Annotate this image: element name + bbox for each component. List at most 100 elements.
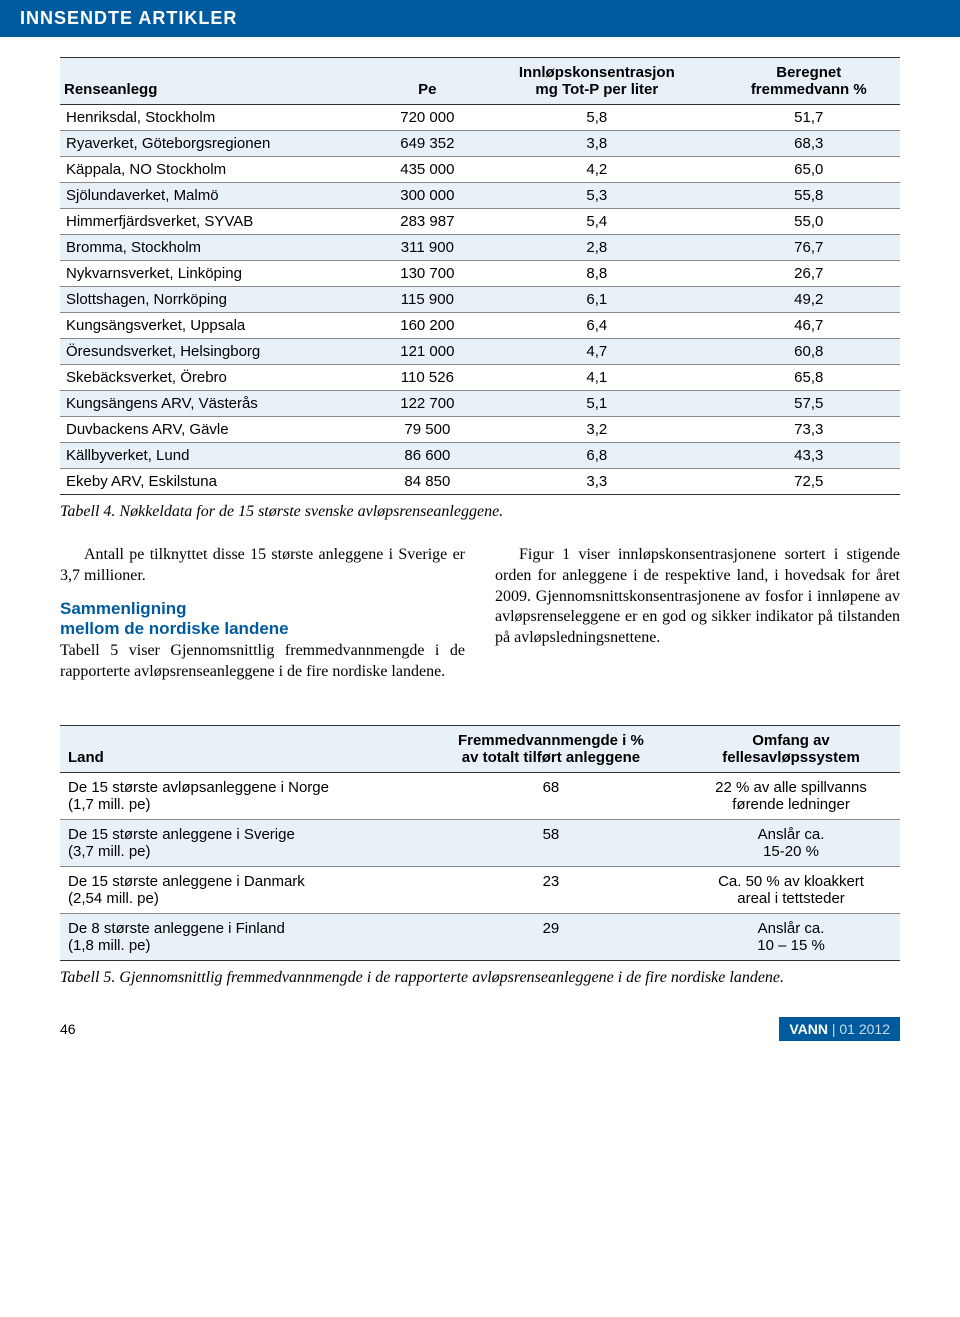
- table-row: Skebäcksverket, Örebro110 5264,165,8: [60, 365, 900, 391]
- table-5-head: Land Fremmedvannmengde i % av totalt til…: [60, 725, 900, 772]
- table-row: Kungsängsverket, Uppsala160 2006,446,7: [60, 313, 900, 339]
- table-cell: 43,3: [718, 443, 901, 469]
- table-row: De 15 største anleggene i Sverige (3,7 m…: [60, 819, 900, 866]
- table-cell: 79 500: [379, 417, 477, 443]
- table-cell: Källbyverket, Lund: [60, 443, 379, 469]
- table-cell: Ryaverket, Göteborgsregionen: [60, 131, 379, 157]
- left-para-2: Tabell 5 viser Gjennomsnittlig fremmed­v…: [60, 641, 465, 683]
- table-cell: 84 850: [379, 469, 477, 495]
- table-cell: 121 000: [379, 339, 477, 365]
- page-footer: 46 VANN | 01 2012: [60, 1017, 900, 1041]
- table-cell: 22 % av alle spillvanns­ førende ledning…: [682, 772, 900, 819]
- table-cell: 122 700: [379, 391, 477, 417]
- footer-journal: VANN: [789, 1021, 828, 1037]
- table-cell: 57,5: [718, 391, 901, 417]
- right-para-1: Figur 1 viser innløpskonsentrasjone­ne s…: [495, 545, 900, 649]
- page-header: INNSENDTE ARTIKLER: [0, 0, 960, 37]
- table-5-body: De 15 største avløpsanleggene i Norge (1…: [60, 772, 900, 960]
- table-cell: Kungsängsverket, Uppsala: [60, 313, 379, 339]
- table-row: Kungsängens ARV, Västerås122 7005,157,5: [60, 391, 900, 417]
- two-column-text: Antall pe tilknyttet disse 15 største an…: [60, 545, 900, 695]
- table-row: Bromma, Stockholm311 9002,876,7: [60, 235, 900, 261]
- table-cell: 649 352: [379, 131, 477, 157]
- table-cell: 60,8: [718, 339, 901, 365]
- table-cell: Anslår ca. 15-20 %: [682, 819, 900, 866]
- table-row: Källbyverket, Lund86 6006,843,3: [60, 443, 900, 469]
- table-cell: 6,1: [476, 287, 717, 313]
- table-4-body: Henriksdal, Stockholm720 0005,851,7Ryave…: [60, 105, 900, 495]
- table-cell: 110 526: [379, 365, 477, 391]
- table-row: Sjölundaverket, Malmö300 0005,355,8: [60, 183, 900, 209]
- table-row: Slottshagen, Norrköping115 9006,149,2: [60, 287, 900, 313]
- table-cell: 68,3: [718, 131, 901, 157]
- table-row: Henriksdal, Stockholm720 0005,851,7: [60, 105, 900, 131]
- table-cell: Nykvarnsverket, Linköping: [60, 261, 379, 287]
- table-cell: 3,2: [476, 417, 717, 443]
- table-cell: 65,8: [718, 365, 901, 391]
- table-cell: 4,2: [476, 157, 717, 183]
- table-row: Ekeby ARV, Eskilstuna84 8503,372,5: [60, 469, 900, 495]
- table-cell: Kungsängens ARV, Västerås: [60, 391, 379, 417]
- table-cell: 300 000: [379, 183, 477, 209]
- table-cell: Henriksdal, Stockholm: [60, 105, 379, 131]
- table-cell: 5,1: [476, 391, 717, 417]
- table-cell: Käppala, NO Stockholm: [60, 157, 379, 183]
- page-number: 46: [60, 1021, 76, 1037]
- table-cell: Ekeby ARV, Eskilstuna: [60, 469, 379, 495]
- table-cell: Öresundsverket, Helsingborg: [60, 339, 379, 365]
- table-row: Himmerfjärdsverket, SYVAB283 9875,455,0: [60, 209, 900, 235]
- table-cell: 311 900: [379, 235, 477, 261]
- table-cell: 8,8: [476, 261, 717, 287]
- table-cell: 26,7: [718, 261, 901, 287]
- table-cell: 72,5: [718, 469, 901, 495]
- table-cell: Anslår ca. 10 – 15 %: [682, 913, 900, 960]
- table-cell: 68: [420, 772, 682, 819]
- left-para-1: Antall pe tilknyttet disse 15 største an…: [60, 545, 465, 587]
- table-cell: 283 987: [379, 209, 477, 235]
- table-row: Nykvarnsverket, Linköping130 7008,826,7: [60, 261, 900, 287]
- table-cell: 3,8: [476, 131, 717, 157]
- t5-col-1: Fremmedvannmengde i % av totalt tilført …: [420, 725, 682, 772]
- footer-journal-box: VANN | 01 2012: [779, 1017, 900, 1041]
- table-cell: 6,8: [476, 443, 717, 469]
- t4-col-0: Renseanlegg: [60, 58, 379, 105]
- t4-col-2: Innløpskonsentrasjon mg Tot-P per liter: [476, 58, 717, 105]
- table-row: Käppala, NO Stockholm435 0004,265,0: [60, 157, 900, 183]
- t4-col-1: Pe: [379, 58, 477, 105]
- table-cell: 86 600: [379, 443, 477, 469]
- table-row: De 15 største avløpsanleggene i Norge (1…: [60, 772, 900, 819]
- table-cell: De 15 største anleggene i Sverige (3,7 m…: [60, 819, 420, 866]
- table-row: Duvbackens ARV, Gävle79 5003,273,3: [60, 417, 900, 443]
- table-cell: 46,7: [718, 313, 901, 339]
- table-cell: Sjölundaverket, Malmö: [60, 183, 379, 209]
- table-cell: Himmerfjärdsverket, SYVAB: [60, 209, 379, 235]
- table-cell: 5,8: [476, 105, 717, 131]
- table-cell: De 8 største anleggene i Finland (1,8 mi…: [60, 913, 420, 960]
- table-cell: 4,7: [476, 339, 717, 365]
- t5-col-0: Land: [60, 725, 420, 772]
- table-cell: 130 700: [379, 261, 477, 287]
- table-cell: 4,1: [476, 365, 717, 391]
- table-cell: 115 900: [379, 287, 477, 313]
- table-5: Land Fremmedvannmengde i % av totalt til…: [60, 725, 900, 961]
- table-4: Renseanlegg Pe Innløpskonsentrasjon mg T…: [60, 57, 900, 495]
- t4-col-3: Beregnet fremmedvann %: [718, 58, 901, 105]
- table-5-caption: Tabell 5. Gjennomsnittlig fremmedvannmen…: [60, 969, 900, 987]
- table-cell: 23: [420, 866, 682, 913]
- table-cell: 6,4: [476, 313, 717, 339]
- left-column: Antall pe tilknyttet disse 15 største an…: [60, 545, 465, 695]
- table-cell: De 15 største anleggene i Danmark (2,54 …: [60, 866, 420, 913]
- subheading: Sammenligning mellom de nordiske landene: [60, 599, 465, 640]
- table-4-head: Renseanlegg Pe Innløpskonsentrasjon mg T…: [60, 58, 900, 105]
- table-cell: 51,7: [718, 105, 901, 131]
- table-row: Öresundsverket, Helsingborg121 0004,760,…: [60, 339, 900, 365]
- table-cell: 435 000: [379, 157, 477, 183]
- table-cell: 65,0: [718, 157, 901, 183]
- table-cell: Slottshagen, Norrköping: [60, 287, 379, 313]
- table-cell: 29: [420, 913, 682, 960]
- table-cell: 58: [420, 819, 682, 866]
- table-row: De 15 største anleggene i Danmark (2,54 …: [60, 866, 900, 913]
- main-content: Renseanlegg Pe Innløpskonsentrasjon mg T…: [0, 37, 960, 1081]
- table-4-caption: Tabell 4. Nøkkeldata for de 15 største s…: [60, 503, 900, 521]
- table-cell: 720 000: [379, 105, 477, 131]
